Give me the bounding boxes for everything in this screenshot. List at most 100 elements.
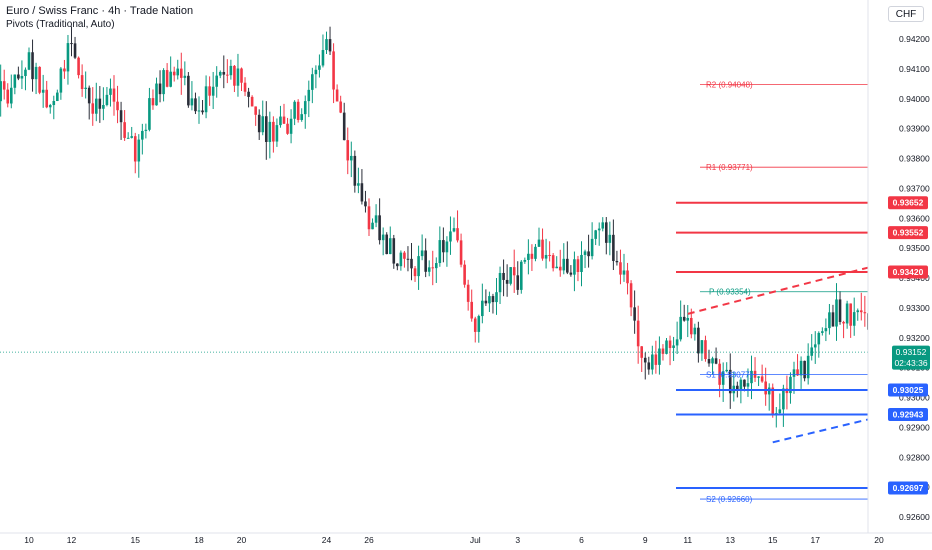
price-tick-label: 0.93000 [899,393,930,403]
candle [303,95,307,129]
candle [466,279,470,311]
candle [615,250,619,266]
price-tick-label: 0.93800 [899,154,930,164]
candle-body [548,254,551,256]
candle-body [45,89,49,108]
candle-body [813,344,817,348]
candle [484,289,488,306]
candle-body [98,98,102,109]
candle [789,372,792,404]
candle-body [371,222,374,230]
candle [619,249,622,285]
candle-body [647,362,651,370]
candle [162,68,165,102]
candle-body [222,71,226,75]
candle [293,100,296,126]
candle-body [158,83,162,95]
candle [647,356,651,375]
candle [498,266,502,304]
candle [679,300,682,342]
candle-body [162,70,165,95]
candle-body [353,155,357,186]
candle [31,39,34,92]
candle-body [6,89,10,104]
candle [218,70,222,79]
candle-body [396,263,399,267]
candle-body [828,312,831,329]
candle-body [640,346,644,358]
symbol-title[interactable]: Euro / Swiss Franc · 4h · Trade Nation [6,5,194,17]
candle [686,305,690,338]
candle [275,118,279,147]
candle [626,262,629,295]
level-price-tag [888,226,928,240]
candle-body [700,340,704,354]
candle [335,84,339,102]
candle-body [615,260,619,263]
candle-body [512,267,516,276]
candle-body [349,155,353,161]
candle-body [651,354,654,370]
indicator-label[interactable]: Pivots (Traditional, Auto) [6,19,115,30]
candle [509,267,512,286]
candle-body [261,116,265,133]
time-tick-label: 12 [67,535,77,545]
candle [45,80,49,109]
candle [658,336,661,375]
candle-body [215,75,219,87]
candle-body [806,355,810,379]
candle-body [169,71,172,87]
candle [505,264,509,297]
candle [165,63,169,88]
candle [413,266,417,282]
candle [438,226,442,267]
candle-body [346,140,350,161]
candle [17,66,20,81]
candle [612,219,615,271]
candle [109,78,112,107]
candle [314,65,318,89]
candle-body [112,88,116,102]
candle-body [452,228,456,232]
candle-body [70,43,73,45]
candle [502,259,505,297]
candle-body [587,251,590,257]
candle-body [488,296,491,304]
candle-body [760,376,764,382]
candle [519,260,523,294]
candle [704,335,707,362]
candle [672,336,675,361]
candle-body [420,250,424,257]
candle [98,86,102,123]
candle-body [325,39,328,51]
candle-body [601,222,605,229]
candle [360,169,364,205]
candle [112,75,116,116]
price-tick-label: 0.94100 [899,64,930,74]
price-tick-label: 0.93900 [899,124,930,134]
candle [774,407,778,428]
candle [849,303,852,338]
candle-body [187,75,190,106]
candle [289,109,293,144]
candle-body [59,68,63,93]
candle [6,83,10,108]
candle-body [91,103,95,114]
currency-button[interactable]: CHF [888,6,924,22]
candle-body [17,74,20,79]
candle-body [20,76,24,79]
candle-body [456,228,459,241]
candle [371,218,374,230]
candle [211,71,215,110]
chart-legend: Euro / Swiss Franc · 4h · Trade Nation P… [6,5,193,31]
candle-body [378,215,381,241]
candle [459,233,463,268]
candle-body [498,272,502,293]
candle [396,263,399,271]
time-tick-label: 18 [194,535,204,545]
candle [63,59,66,79]
level-price-tag [888,196,928,210]
candle [332,43,335,104]
